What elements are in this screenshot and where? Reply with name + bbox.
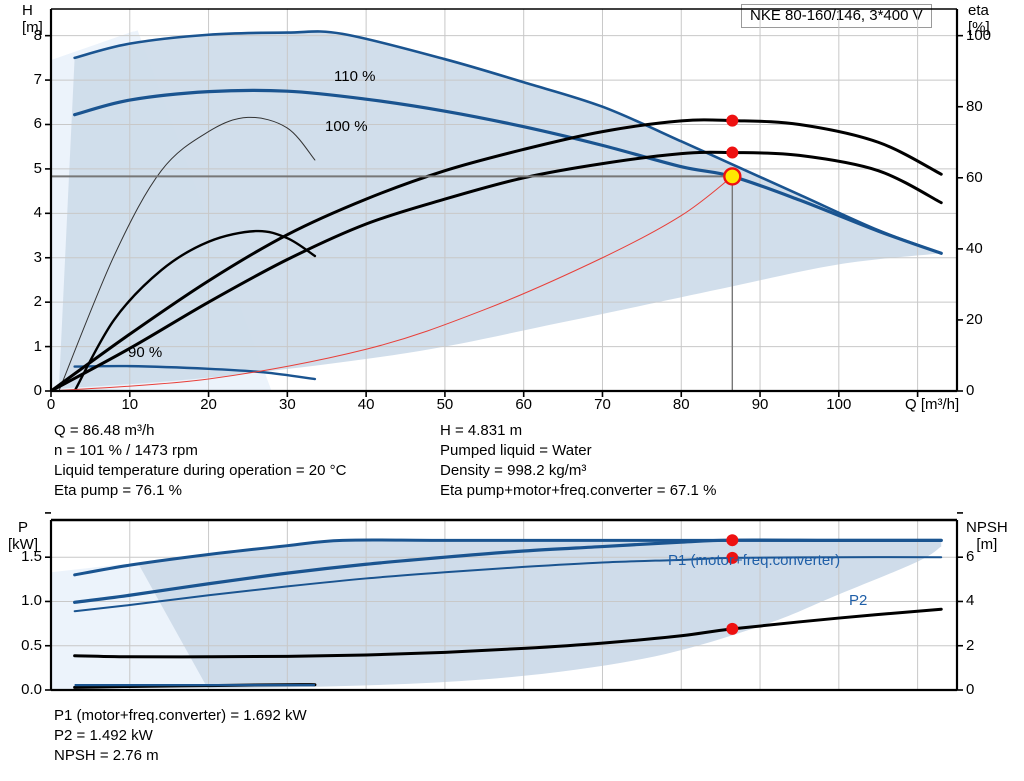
top-chart-svg [45, 8, 963, 397]
top-x-tick-20: 20 [200, 396, 217, 413]
top-y-left-tick-3: 3 [33, 248, 42, 266]
bottom-y-left-tick-1.0: 1.0 [21, 592, 42, 610]
bottom-y-left-tick-1.5: 1.5 [21, 548, 42, 566]
top-x-tick-80: 80 [672, 396, 690, 413]
readout-left-block: Q = 86.48 m³/h n = 101 % / 1473 rpm Liquid… [54, 421, 346, 501]
top-y-right-unit-text: [%] [968, 19, 990, 36]
bottom-y-right-tick-4: 4 [966, 592, 975, 610]
top-x-tick-30: 30 [279, 396, 296, 413]
bottom-y-left-unit-text: [kW] [8, 536, 38, 553]
top-curve-label-0: 110 % [334, 68, 376, 85]
readout-bottom-line-1: P2 = 1.492 kW [54, 727, 153, 744]
readout-right-line-3: Eta pump+motor+freq.converter = 67.1 % [440, 482, 717, 499]
top-y-left-unit-text: [m] [22, 19, 43, 36]
readout-right-line-2: Density = 998.2 kg/m³ [440, 462, 587, 479]
pump-title-text: NKE 80-160/146, 3*400 V [750, 7, 923, 24]
top-y-right-tick-100: 100 [966, 26, 992, 44]
top-y-left-tick-7: 7 [33, 71, 42, 89]
top-x-tick-100: 100 [826, 396, 852, 413]
top-y-left-tick-2: 2 [33, 293, 42, 311]
readout-left-line-3: Eta pump = 76.1 % [54, 482, 182, 499]
top-y-left-axis-title: H [m] [22, 2, 43, 36]
readout-bottom-line-0: P1 (motor+freq.converter) = 1.692 kW [54, 707, 307, 724]
bottom-curve-label-1: P2 [849, 592, 868, 609]
readout-left-line-1: n = 101 % / 1473 rpm [54, 442, 198, 459]
bottom-y-right-title-text: NPSH [966, 519, 1008, 536]
top-y-right-tick-80: 80 [966, 97, 983, 115]
bottom-curve-label-0: P1 (motor+freq.converter) [668, 552, 841, 569]
pump-title-box: NKE 80-160/146, 3*400 V [741, 4, 932, 28]
top-y-left-tick-5: 5 [33, 159, 42, 177]
bottom-y-right-axis-title: NPSH [m] [966, 519, 1008, 553]
readout-left-line-2: Liquid temperature during operation = 20… [54, 462, 347, 479]
top-x-tick-10: 10 [121, 396, 139, 413]
top-x-tick-40: 40 [357, 396, 375, 413]
bottom-y-left-tick-0.0: 0.0 [21, 681, 42, 698]
top-x-axis-label: Q [m³/h] [905, 396, 960, 413]
bottom-y-left-tick-0.5: 0.5 [21, 636, 42, 654]
top-y-left-tick-0: 0 [33, 382, 42, 399]
top-x-tick-60: 60 [515, 396, 533, 413]
bottom-y-right-tick-6: 6 [966, 548, 975, 566]
top-y-right-tick-60: 60 [966, 168, 983, 186]
top-y-left-tick-4: 4 [33, 204, 42, 222]
readout-right-block: H = 4.831 m Pumped liquid = Water Density … [440, 421, 716, 501]
top-y-right-tick-20: 20 [966, 310, 983, 328]
readout-right-line-1: Pumped liquid = Water [440, 442, 592, 459]
top-curve-label-1: 100 % [325, 118, 368, 135]
bottom-y-right-tick-2: 2 [966, 636, 975, 654]
top-x-tick-50: 50 [436, 396, 454, 413]
top-y-right-tick-40: 40 [966, 239, 983, 257]
top-y-right-axis-title: eta [%] [968, 2, 990, 36]
bottom-y-left-title-text: P [17, 519, 28, 536]
top-y-left-tick-8: 8 [33, 26, 42, 44]
top-curve-label-2: 90 % [128, 344, 163, 361]
top-y-left-tick-1: 1 [33, 337, 42, 355]
bottom-y-right-tick-0: 0 [966, 681, 975, 698]
top-x-tick-90: 90 [751, 396, 769, 413]
top-x-tick-70: 70 [594, 396, 611, 413]
top-y-left-tick-6: 6 [33, 115, 42, 133]
bottom-y-left-axis-title: P [kW] [8, 519, 38, 553]
top-y-left-title-text: H [22, 2, 33, 19]
bottom-y-right-unit-text: [m] [976, 536, 998, 553]
bottom-chart-svg [45, 512, 963, 692]
readout-right-line-0: H = 4.831 m [440, 422, 523, 439]
top-x-tick-0: 0 [46, 396, 56, 413]
top-y-right-tick-0: 0 [966, 382, 975, 399]
readout-left-line-0: Q = 86.48 m³/h [54, 422, 155, 439]
readout-bottom-line-2: NPSH = 2.76 m [54, 747, 159, 764]
readout-bottom-block: P1 (motor+freq.converter) = 1.692 kW P2 =… [54, 706, 307, 766]
top-y-right-title-text: eta [968, 2, 989, 19]
